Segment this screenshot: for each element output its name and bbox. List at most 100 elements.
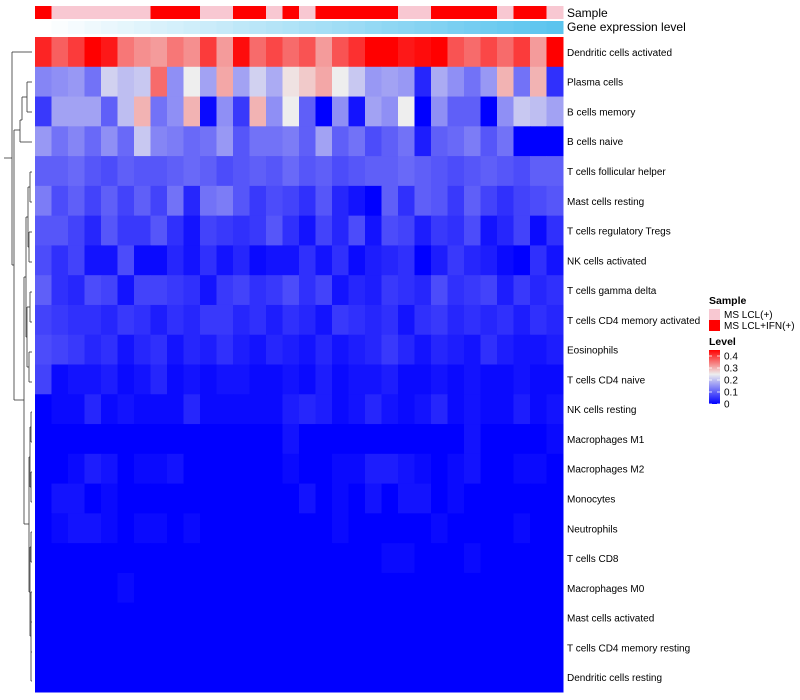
heatmap-cell — [233, 215, 250, 246]
heatmap-cell — [117, 572, 135, 604]
heatmap-cell — [84, 245, 102, 276]
heatmap-cell — [381, 662, 399, 693]
heatmap-cell — [315, 513, 333, 544]
heatmap-cell — [381, 364, 399, 395]
heatmap-cell — [35, 543, 52, 574]
heatmap-cell — [249, 215, 267, 246]
heatmap-cell — [216, 37, 234, 68]
heatmap-cell — [68, 394, 85, 425]
heatmap-cell — [101, 37, 118, 68]
heatmap-cell — [464, 66, 481, 98]
heatmap-cell — [84, 275, 102, 306]
heatmap-cell — [315, 602, 333, 633]
heatmap-cell — [480, 394, 498, 425]
heatmap-cell — [282, 424, 300, 455]
heatmap-cell — [167, 126, 184, 157]
heatmap-cell — [299, 215, 316, 246]
sample-annotation-cell — [266, 6, 283, 19]
heatmap-cell — [414, 424, 432, 455]
heatmap-cell — [266, 662, 283, 693]
heatmap-cell — [299, 156, 316, 187]
heatmap-cell — [282, 66, 300, 98]
heatmap-cell — [183, 96, 201, 127]
level-colorbar — [709, 350, 720, 404]
heatmap-cell — [332, 453, 349, 485]
heatmap-cell — [183, 126, 201, 157]
heatmap-cell — [348, 126, 366, 157]
heatmap-cell — [398, 66, 415, 98]
heatmap-cell — [464, 245, 481, 276]
heatmap-cell — [167, 543, 184, 574]
sample-annotation-cell — [365, 6, 382, 19]
heatmap-cell — [150, 215, 168, 246]
heatmap-cell — [101, 602, 118, 633]
level-tick-label: 0.4 — [724, 352, 738, 363]
heatmap-cell — [183, 483, 201, 514]
heatmap-cell — [200, 632, 217, 663]
level-legend-title: Level — [709, 336, 736, 348]
heatmap-cell — [414, 245, 432, 276]
heatmap-cell — [117, 66, 135, 98]
heatmap-cell — [365, 334, 382, 365]
heatmap-cell — [431, 364, 448, 395]
heatmap-cell — [233, 513, 250, 544]
heatmap-cell — [464, 156, 481, 187]
heatmap-cell — [447, 483, 465, 514]
heatmap-cell — [68, 304, 85, 336]
heatmap-cell — [167, 424, 184, 455]
heatmap-cell — [299, 543, 316, 574]
heatmap-cell — [200, 96, 217, 127]
heatmap-cell — [315, 66, 333, 98]
heatmap-cell — [513, 66, 531, 98]
heatmap-cell — [299, 424, 316, 455]
heatmap-cell — [530, 126, 547, 157]
sample-annotation-cell — [497, 6, 514, 19]
gene-expression-annotation-bar — [35, 21, 564, 34]
heatmap-cell — [249, 156, 267, 187]
heatmap-cell — [117, 632, 135, 663]
row-label: Dendritic cells activated — [567, 48, 672, 59]
heatmap-cell — [464, 453, 481, 485]
row-label: T cells regulatory Tregs — [567, 227, 671, 238]
heatmap-cell — [398, 364, 415, 395]
heatmap-cell — [101, 185, 118, 217]
heatmap-cell — [546, 96, 564, 127]
heatmap-cells — [35, 37, 564, 693]
heatmap-cell — [134, 632, 151, 663]
heatmap-cell — [101, 156, 118, 187]
heatmap-cell — [216, 424, 234, 455]
heatmap-cell — [233, 632, 250, 663]
row-label: Eosinophils — [567, 346, 618, 357]
heatmap-cell — [497, 126, 514, 157]
heatmap-cell — [150, 394, 168, 425]
heatmap-cell — [299, 662, 316, 693]
heatmap-cell — [200, 662, 217, 693]
heatmap-cell — [216, 185, 234, 217]
heatmap-cell — [282, 245, 300, 276]
heatmap-cell — [216, 304, 234, 336]
heatmap-cell — [134, 304, 151, 336]
heatmap-cell — [348, 424, 366, 455]
sample-annotation-cell — [51, 6, 69, 19]
row-label: Neutrophils — [567, 524, 618, 535]
heatmap-cell — [150, 662, 168, 693]
heatmap-cell — [51, 483, 69, 514]
heatmap-cell — [35, 662, 52, 693]
gene-expression-annotation-cell — [134, 21, 151, 34]
heatmap-cell — [150, 185, 168, 217]
heatmap-cell — [84, 37, 102, 68]
heatmap-cell — [513, 632, 531, 663]
heatmap-cell — [51, 245, 69, 276]
heatmap-cell — [282, 126, 300, 157]
gene-expression-annotation-cell — [546, 21, 564, 34]
heatmap-cell — [216, 394, 234, 425]
heatmap-cell — [51, 662, 69, 693]
heatmap-cell — [134, 513, 151, 544]
heatmap-cell — [35, 483, 52, 514]
heatmap-cell — [497, 572, 514, 604]
gene-expression-annotation-cell — [216, 21, 234, 34]
heatmap-cell — [183, 424, 201, 455]
heatmap-cell — [381, 304, 399, 336]
heatmap-cell — [282, 572, 300, 604]
heatmap-cell — [381, 156, 399, 187]
